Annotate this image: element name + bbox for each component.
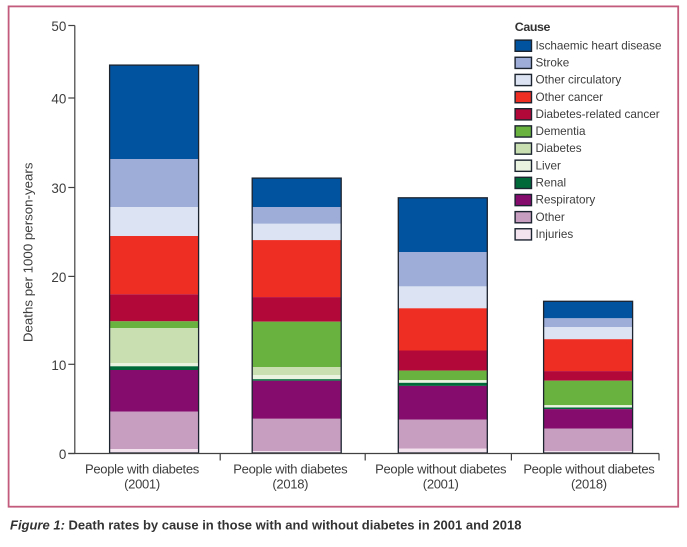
svg-text:30: 30 [51, 181, 66, 196]
svg-text:(2018): (2018) [272, 476, 308, 491]
svg-text:Cause: Cause [515, 20, 551, 34]
svg-text:Ischaemic heart disease: Ischaemic heart disease [536, 39, 662, 52]
svg-text:Figure 1: Death rates by cause: Figure 1: Death rates by cause in those … [10, 518, 521, 533]
svg-text:(2001): (2001) [124, 476, 160, 491]
svg-text:Diabetes-related cancer: Diabetes-related cancer [536, 108, 660, 121]
svg-text:Renal: Renal [536, 177, 567, 190]
svg-text:50: 50 [51, 19, 66, 34]
svg-text:Stroke: Stroke [536, 56, 570, 69]
svg-text:Liver: Liver [536, 159, 561, 172]
svg-text:Deaths per 1000 person-years: Deaths per 1000 person-years [21, 162, 36, 342]
svg-text:People with diabetes: People with diabetes [85, 461, 200, 476]
svg-text:People with diabetes: People with diabetes [233, 461, 348, 476]
svg-text:Injuries: Injuries [536, 228, 574, 241]
svg-text:(2018): (2018) [571, 476, 607, 491]
svg-text:People without diabetes: People without diabetes [375, 461, 507, 476]
svg-text:Diabetes: Diabetes [536, 142, 582, 155]
svg-text:People without diabetes: People without diabetes [523, 461, 655, 476]
svg-text:20: 20 [51, 270, 66, 285]
svg-text:Respiratory: Respiratory [536, 194, 596, 207]
svg-text:Other cancer: Other cancer [536, 91, 604, 104]
svg-text:10: 10 [51, 358, 66, 373]
svg-text:40: 40 [51, 92, 66, 107]
svg-text:Other circulatory: Other circulatory [536, 74, 622, 87]
svg-text:Other: Other [536, 211, 565, 224]
svg-text:Dementia: Dementia [536, 125, 587, 138]
svg-text:(2001): (2001) [423, 476, 459, 491]
svg-text:0: 0 [59, 447, 66, 462]
